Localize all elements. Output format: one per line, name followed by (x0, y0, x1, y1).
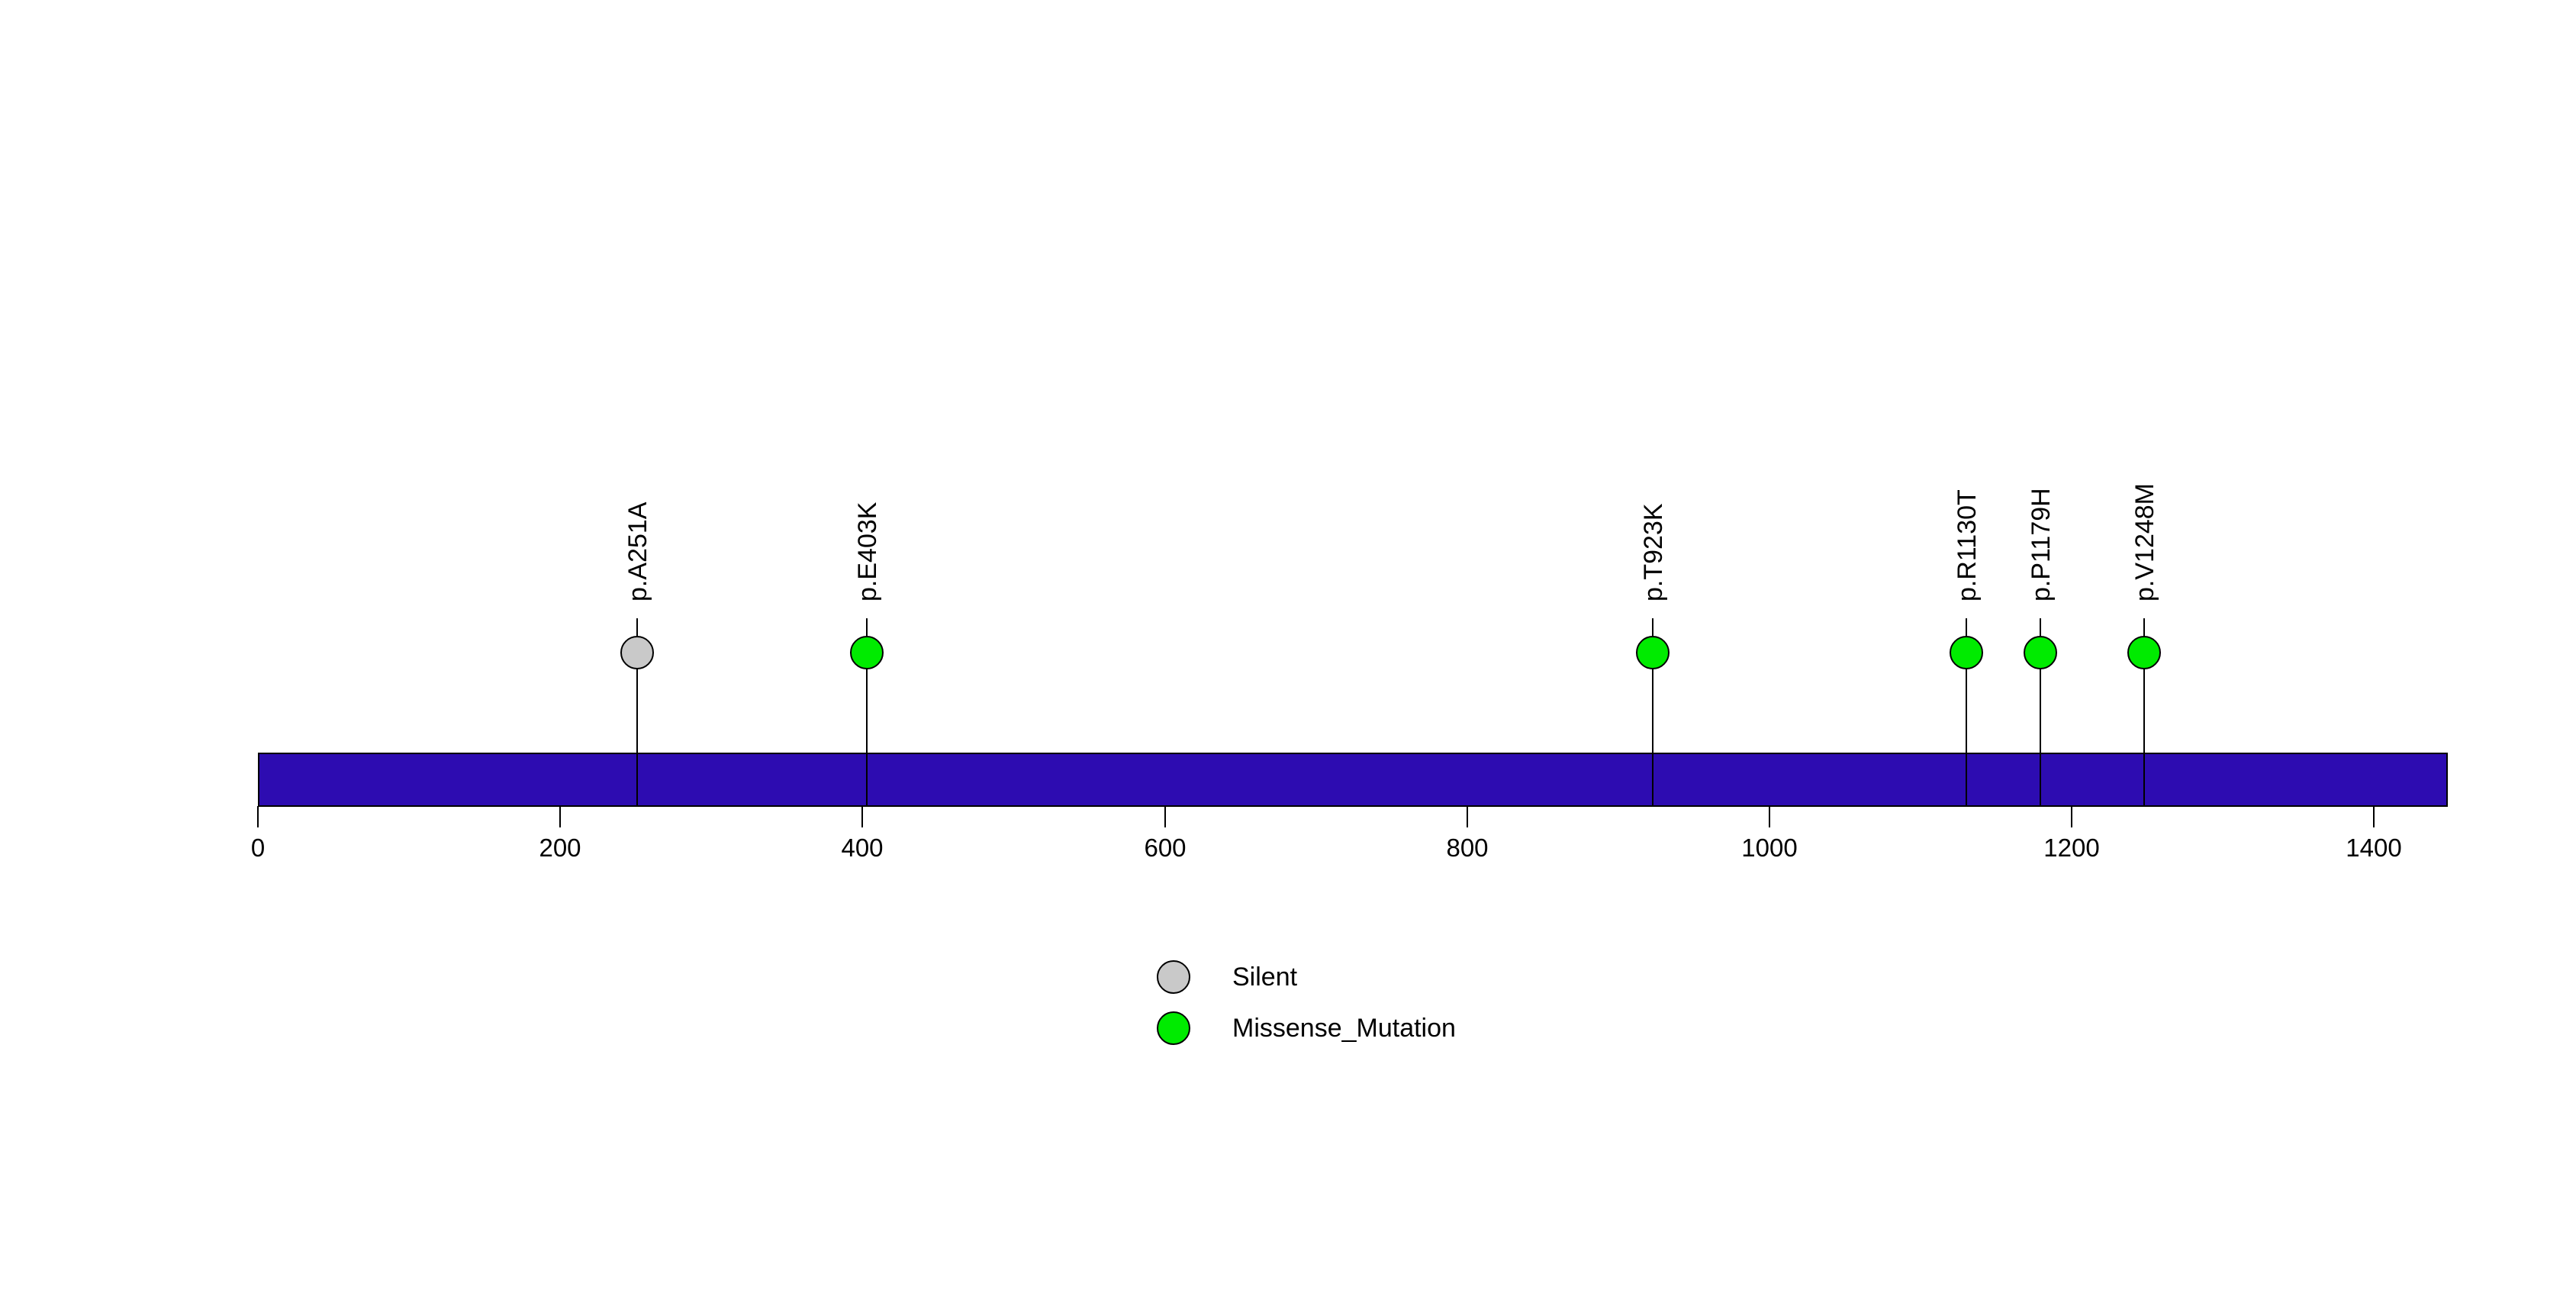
lollipop-circle (1636, 636, 1670, 669)
axis-tick-label: 400 (841, 834, 884, 862)
mutation-label: p.T923K (1639, 503, 1668, 601)
legend-label-missense: Missense_Mutation (1232, 1014, 1456, 1043)
lollipop-stem (2143, 618, 2145, 806)
lollipop-stem (636, 618, 638, 806)
axis-tick-label: 800 (1446, 834, 1489, 862)
mutation-label: p.E403K (853, 501, 882, 601)
legend-item-missense: Missense_Mutation (1157, 1011, 1456, 1045)
lollipop-circle (1950, 636, 1983, 669)
mutation-label: p.V1248M (2130, 483, 2159, 601)
lollipop-circle (620, 636, 654, 669)
axis-tick (1164, 806, 1166, 827)
mutation-label: p.R1130T (1953, 489, 1982, 601)
lollipop-circle (2127, 636, 2161, 669)
axis-tick (1769, 806, 1770, 827)
axis-tick (861, 806, 863, 827)
axis-tick-label: 1400 (2346, 834, 2402, 862)
axis-tick (2071, 806, 2072, 827)
missense-circle-icon (1157, 1011, 1190, 1045)
axis-tick (2373, 806, 2375, 827)
legend-label-silent: Silent (1232, 963, 1298, 992)
axis-tick-label: 600 (1144, 834, 1187, 862)
lollipop-stem (866, 618, 868, 806)
axis-tick-label: 200 (539, 834, 581, 862)
lollipop-circle (2024, 636, 2057, 669)
silent-circle-icon (1157, 960, 1190, 994)
axis-tick-label: 1000 (1741, 834, 1798, 862)
lollipop-stem (1966, 618, 1967, 806)
lollipop-circle (850, 636, 884, 669)
protein-backbone-bar (258, 753, 2448, 807)
legend-item-silent: Silent (1157, 960, 1297, 994)
lollipop-stem (1652, 618, 1653, 806)
mutation-label: p.A251A (623, 501, 652, 601)
axis-tick-label: 0 (250, 834, 266, 862)
axis-tick (257, 806, 259, 827)
axis-tick-label: 1200 (2043, 834, 2100, 862)
axis-tick (1467, 806, 1468, 827)
mutation-label: p.P1179H (2027, 488, 2056, 601)
lollipop-stem (2040, 618, 2041, 806)
axis-tick (559, 806, 561, 827)
